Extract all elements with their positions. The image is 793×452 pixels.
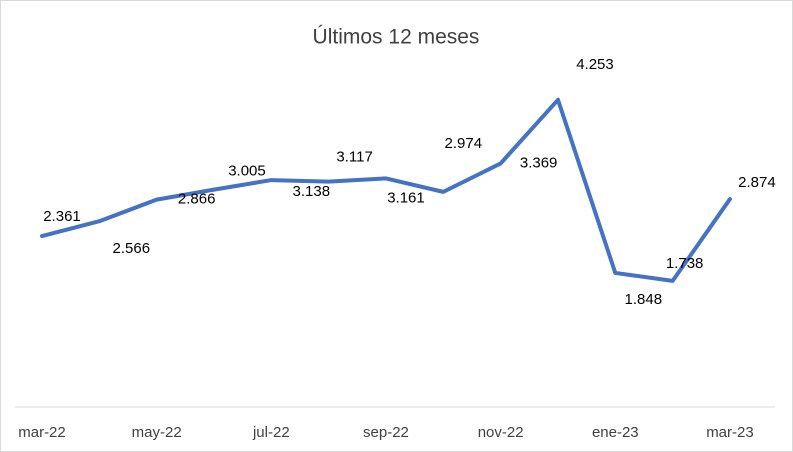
data-label: 1.848 [625, 291, 663, 308]
data-label: 3.117 [336, 149, 372, 166]
data-label: 2.866 [178, 191, 216, 208]
x-tick-label: ene-23 [592, 424, 639, 441]
data-label: 2.566 [113, 240, 151, 257]
data-label: 3.161 [387, 189, 425, 206]
data-label: 2.974 [445, 135, 483, 152]
data-label: 3.369 [520, 154, 558, 171]
x-tick-label: mar-22 [18, 424, 66, 441]
chart-title: Últimos 12 meses [313, 26, 480, 49]
x-tick-label: nov-22 [478, 424, 524, 441]
data-label: 2.874 [738, 174, 776, 191]
data-label: 2.361 [43, 208, 81, 225]
data-label: 3.005 [228, 163, 266, 180]
x-tick-label: mar-23 [706, 424, 754, 441]
x-tick-label: may-22 [132, 424, 182, 441]
x-tick-label: jul-22 [252, 424, 290, 441]
data-label: 1.738 [666, 255, 704, 272]
data-label: 3.138 [293, 183, 331, 200]
line [40, 97, 732, 283]
data-label: 4.253 [576, 56, 614, 73]
x-tick-label: sep-22 [363, 424, 409, 441]
